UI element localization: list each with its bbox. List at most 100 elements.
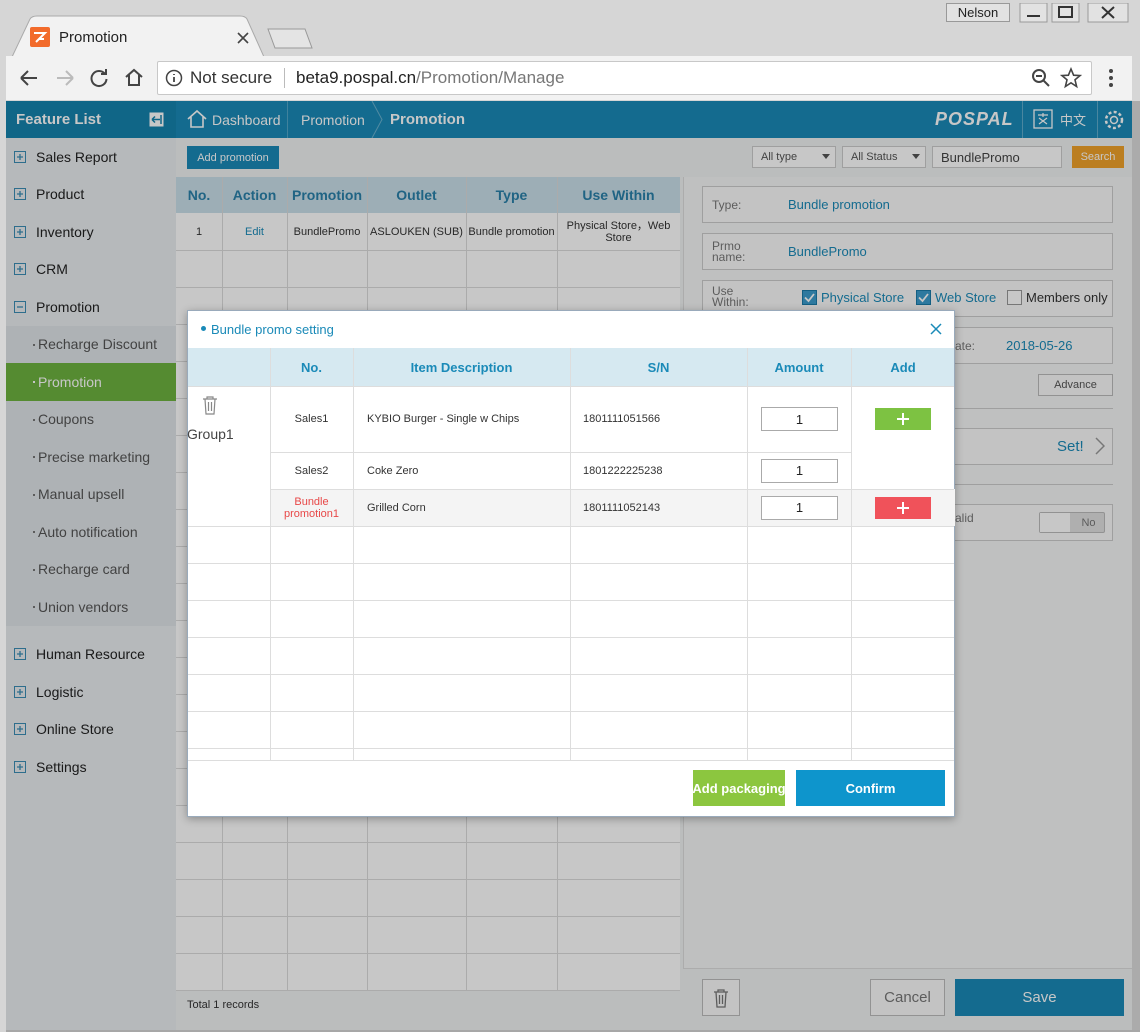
status-filter[interactable]: All Status	[842, 146, 926, 168]
icon-part	[151, 115, 162, 124]
back-button[interactable]	[18, 68, 40, 88]
icon-part	[897, 413, 909, 425]
breadcrumb-link[interactable]: Dashboard	[212, 111, 281, 128]
expand-icon[interactable]	[14, 760, 26, 773]
item-description: KYBIO Burger - Single w Chips	[367, 413, 520, 425]
advance-button[interactable]: Advance	[1038, 374, 1113, 396]
icon-part	[149, 112, 164, 127]
nav-item[interactable]: Online Store	[36, 721, 114, 737]
amount-input[interactable]: 1	[761, 495, 838, 520]
field-box	[702, 233, 1113, 270]
field-value[interactable]: 2018-05-26	[1006, 338, 1073, 353]
nav-item[interactable]: Sales Report	[36, 148, 117, 165]
bullet	[33, 606, 35, 608]
zoom-icon[interactable]	[1031, 68, 1051, 88]
language-icon[interactable]	[1033, 109, 1053, 129]
search-input[interactable]: BundlePromo	[932, 146, 1062, 168]
confirm-button[interactable]: Confirm	[796, 770, 945, 806]
icon-part	[1007, 290, 1022, 305]
field-box	[702, 186, 1113, 223]
add-promotion-button[interactable]: Add promotion	[187, 146, 279, 169]
breadcrumb-link[interactable]: Promotion	[301, 111, 365, 128]
expand-icon[interactable]	[14, 263, 26, 276]
nav-item[interactable]: Logistic	[36, 683, 84, 700]
checkbox[interactable]	[916, 290, 931, 305]
nav-subitem[interactable]: Recharge card	[38, 561, 130, 577]
column-header: Amount	[774, 359, 824, 375]
bookmark-star[interactable]	[1060, 67, 1082, 89]
nav-subitem[interactable]: Union vendors	[38, 598, 129, 615]
tab-close[interactable]	[237, 32, 249, 44]
settings-gear[interactable]	[1104, 110, 1124, 130]
menu-button[interactable]	[1104, 67, 1118, 89]
checkbox-label[interactable]: Members only	[1026, 289, 1108, 305]
checkbox[interactable]	[1007, 290, 1022, 305]
nav-subitem[interactable]: Coupons	[38, 411, 95, 427]
save-button[interactable]: Save	[955, 979, 1124, 1016]
remove-item-button[interactable]	[875, 497, 931, 519]
amount-input[interactable]: 1	[761, 458, 838, 483]
icon-part	[14, 760, 26, 773]
icon-part	[714, 989, 728, 1008]
expand-icon[interactable]	[14, 150, 26, 163]
address-bar[interactable]	[157, 61, 1092, 95]
expand-icon[interactable]	[14, 300, 26, 313]
tab-title[interactable]: Promotion	[59, 28, 128, 46]
table-cell: Physical Store，Web Store	[566, 219, 671, 244]
home-button[interactable]	[123, 67, 145, 87]
item-no: Sales2	[294, 464, 329, 477]
search-button[interactable]: Search	[1072, 146, 1124, 168]
nav-item[interactable]: Promotion	[36, 298, 100, 315]
divider	[188, 600, 954, 601]
nav-subitem[interactable]: Auto notification	[38, 523, 138, 540]
nav-subitem[interactable]: Manual upsell	[38, 486, 125, 502]
nav-subitem[interactable]: Promotion	[38, 373, 102, 390]
home-icon[interactable]	[186, 109, 208, 128]
nav-subitem[interactable]: Recharge Discount	[38, 336, 158, 352]
bullet	[33, 381, 35, 383]
expand-icon[interactable]	[14, 188, 26, 201]
nav-item[interactable]: Settings	[36, 758, 87, 775]
toggle-knob	[1040, 513, 1070, 532]
checkbox-label[interactable]: Physical Store	[821, 289, 905, 305]
dialog-close[interactable]	[930, 323, 942, 335]
field-value: BundlePromo	[788, 244, 867, 259]
nav-item[interactable]: Inventory	[36, 223, 94, 240]
cancel-button[interactable]: Cancel	[870, 979, 945, 1016]
icon-part	[17, 688, 23, 695]
item-sn: 1801111052143	[583, 501, 661, 514]
reload-button[interactable]	[89, 68, 109, 88]
nav-item[interactable]: Human Resource	[36, 646, 145, 662]
checkbox[interactable]	[802, 290, 817, 305]
amount-input[interactable]: 1	[761, 407, 838, 431]
window-controls[interactable]	[1018, 3, 1130, 23]
collapse-button[interactable]	[149, 112, 164, 127]
expand-icon[interactable]	[14, 685, 26, 698]
nav-item[interactable]: CRM	[36, 261, 68, 277]
add-packaging-button[interactable]: Add packaging	[692, 770, 786, 806]
group-delete[interactable]	[201, 395, 219, 415]
set-link[interactable]: Set!	[1057, 438, 1084, 455]
divider	[176, 287, 680, 288]
icon-part	[187, 109, 207, 128]
icon-part	[20, 70, 37, 86]
expand-icon[interactable]	[14, 225, 26, 238]
icon-part	[14, 300, 26, 313]
forward-button[interactable]	[54, 68, 76, 88]
checkbox-label[interactable]: Web Store	[935, 289, 997, 305]
expand-icon[interactable]	[14, 648, 26, 661]
type-filter[interactable]: All type	[752, 146, 836, 168]
divider	[570, 348, 571, 760]
nav-subitem[interactable]: Precise marketing	[38, 448, 151, 465]
divider	[284, 68, 285, 88]
expand-icon[interactable]	[14, 723, 26, 736]
icon-part	[187, 109, 207, 128]
language-label[interactable]: 中文	[1060, 113, 1087, 128]
edit-link[interactable]: Edit	[245, 225, 264, 238]
nav-item[interactable]: Product	[36, 186, 85, 202]
add-item-button[interactable]	[875, 408, 931, 430]
icon-part	[918, 293, 929, 303]
delete-button[interactable]	[702, 979, 740, 1016]
user-badge[interactable]: Nelson	[946, 3, 1010, 22]
bullet	[33, 343, 35, 346]
